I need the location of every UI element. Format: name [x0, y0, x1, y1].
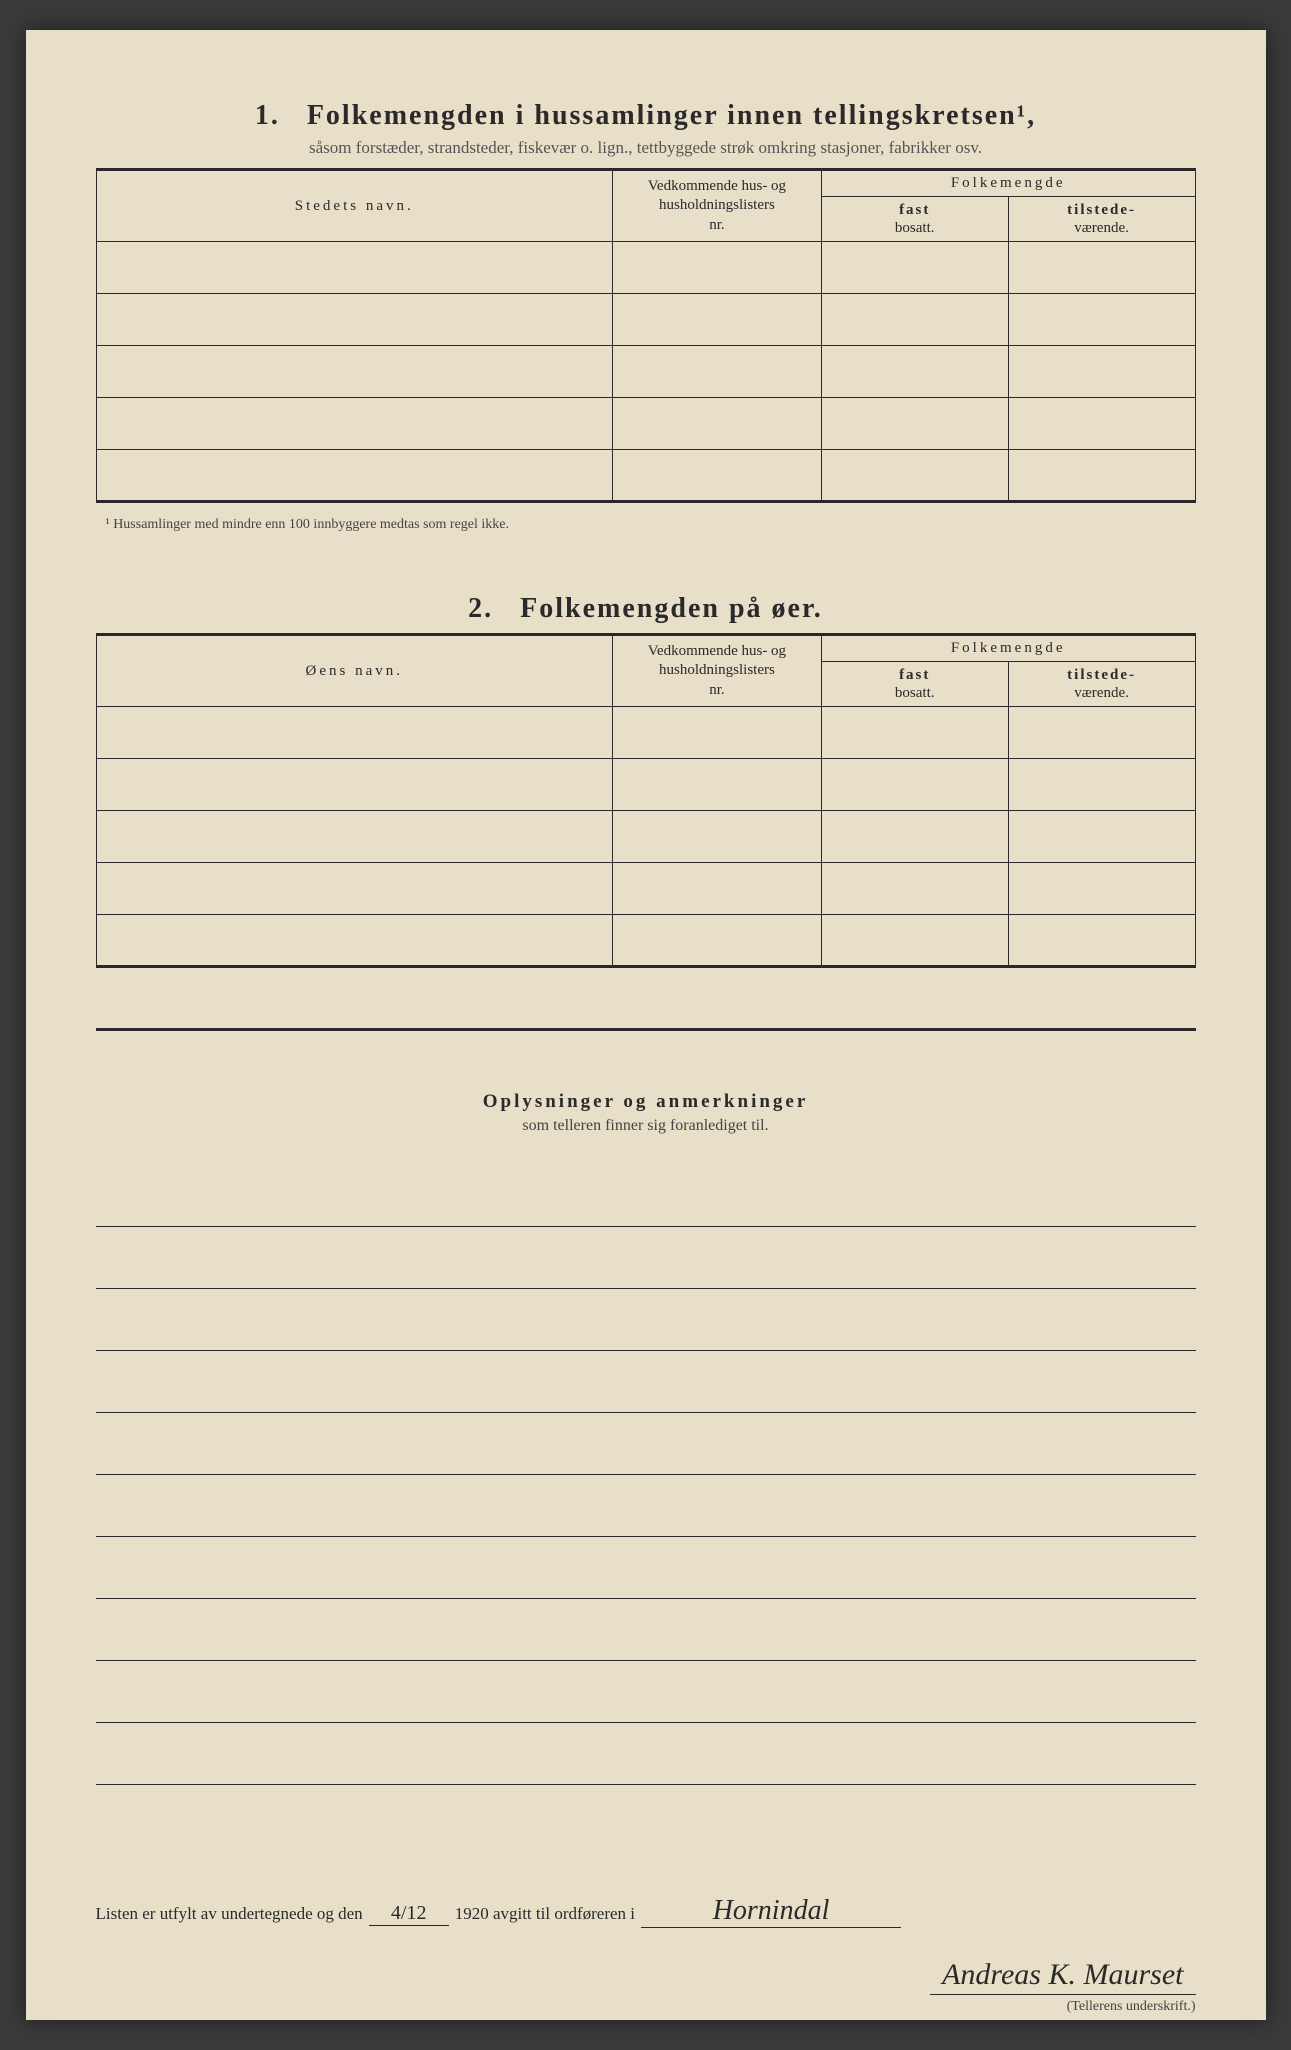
remark-line: [96, 1723, 1196, 1785]
table-cell: [613, 915, 822, 967]
table-cell: [1008, 346, 1195, 398]
oplysninger-heading: Oplysninger og anmerkninger som telleren…: [96, 1091, 1196, 1135]
table-cell: [821, 242, 1008, 294]
remark-lines: [96, 1165, 1196, 1785]
section1-title: 1. Folkemengden i hussamlinger innen tel…: [96, 100, 1196, 132]
table-cell: [1008, 242, 1195, 294]
sub-tilstede: tilstede- værende.: [1008, 197, 1195, 242]
sub-fast: fast bosatt.: [821, 197, 1008, 242]
signature-block: Andreas K. Maurset (Tellerens underskrif…: [96, 1958, 1196, 2015]
table-cell: [613, 398, 822, 450]
table-row: [96, 759, 1195, 811]
col-folkemengde: Folkemengde: [821, 170, 1195, 197]
table-row: [96, 811, 1195, 863]
sub-tilstede2: tilstede- værende.: [1008, 662, 1195, 707]
table-cell: [96, 294, 613, 346]
col-hus: Vedkommende hus- og husholdningslisters …: [613, 170, 822, 242]
section2-number: 2.: [468, 593, 493, 624]
table-cell: [821, 863, 1008, 915]
oplysninger-title: Oplysninger og anmerkninger: [96, 1091, 1196, 1113]
table-row: [96, 863, 1195, 915]
footer-row: Listen er utfylt av undertegnede og den …: [96, 1895, 1196, 1928]
table-cell: [821, 346, 1008, 398]
table-cell: [96, 242, 613, 294]
table-cell: [821, 294, 1008, 346]
table-cell: [821, 450, 1008, 502]
divider: [96, 1028, 1196, 1031]
signature: Andreas K. Maurset: [930, 1958, 1195, 1995]
col-oens-navn: Øens navn.: [96, 635, 613, 707]
table-cell: [1008, 915, 1195, 967]
table-row: [96, 242, 1195, 294]
table-row: [96, 450, 1195, 502]
remark-line: [96, 1537, 1196, 1599]
table-cell: [96, 450, 613, 502]
census-form-page: 1. Folkemengden i hussamlinger innen tel…: [26, 30, 1266, 2020]
remark-line: [96, 1165, 1196, 1227]
table-cell: [96, 863, 613, 915]
table-row: [96, 707, 1195, 759]
remark-line: [96, 1227, 1196, 1289]
table-cell: [613, 346, 822, 398]
remark-line: [96, 1413, 1196, 1475]
section1-subtitle: såsom forstæder, strandsteder, fiskevær …: [96, 138, 1196, 158]
table-cell: [96, 346, 613, 398]
table-cell: [1008, 294, 1195, 346]
oplysninger-subtitle: som telleren finner sig foranlediget til…: [96, 1117, 1196, 1135]
table-row: [96, 915, 1195, 967]
table-cell: [821, 398, 1008, 450]
table-cell: [1008, 863, 1195, 915]
footer-place: Hornindal: [641, 1895, 901, 1928]
table-row: [96, 294, 1195, 346]
table-cell: [821, 811, 1008, 863]
section1-number: 1.: [255, 100, 280, 131]
remark-line: [96, 1351, 1196, 1413]
col-hus2: Vedkommende hus- og husholdningslisters …: [613, 635, 822, 707]
table-cell: [613, 294, 822, 346]
footer-text1: Listen er utfylt av undertegnede og den: [96, 1904, 363, 1924]
table-cell: [96, 915, 613, 967]
remark-line: [96, 1289, 1196, 1351]
table1-body: [96, 242, 1195, 502]
table-cell: [821, 915, 1008, 967]
table-row: [96, 398, 1195, 450]
table-cell: [613, 450, 822, 502]
table-cell: [1008, 759, 1195, 811]
footer-text2: 1920 avgitt til ordføreren i: [455, 1904, 635, 1924]
table-cell: [613, 863, 822, 915]
table-cell: [96, 811, 613, 863]
table-cell: [613, 242, 822, 294]
table-cell: [96, 759, 613, 811]
table-cell: [613, 707, 822, 759]
table-cell: [1008, 707, 1195, 759]
remark-line: [96, 1599, 1196, 1661]
section2-title: 2. Folkemengden på øer.: [96, 593, 1196, 625]
section1-title-text: Folkemengden i hussamlinger innen tellin…: [307, 100, 1036, 131]
table-cell: [96, 398, 613, 450]
table-cell: [821, 759, 1008, 811]
table-cell: [1008, 450, 1195, 502]
signature-label: (Tellerens underskrift.): [96, 1999, 1196, 2015]
col-stedets-navn: Stedets navn.: [96, 170, 613, 242]
table2-body: [96, 707, 1195, 967]
remark-line: [96, 1475, 1196, 1537]
table2: Øens navn. Vedkommende hus- og husholdni…: [96, 633, 1196, 968]
section2-title-text: Folkemengden på øer.: [520, 593, 823, 624]
table-cell: [1008, 811, 1195, 863]
table-cell: [1008, 398, 1195, 450]
footer-date: 4/12: [369, 1902, 449, 1926]
remark-line: [96, 1661, 1196, 1723]
table-row: [96, 346, 1195, 398]
table-cell: [613, 811, 822, 863]
footer: Listen er utfylt av undertegnede og den …: [96, 1895, 1196, 2015]
col-folkemengde2: Folkemengde: [821, 635, 1195, 662]
footnote: ¹ Hussamlinger med mindre enn 100 innbyg…: [106, 517, 1196, 533]
table-cell: [96, 707, 613, 759]
sub-fast2: fast bosatt.: [821, 662, 1008, 707]
table-cell: [821, 707, 1008, 759]
table1: Stedets navn. Vedkommende hus- og hushol…: [96, 168, 1196, 503]
table-cell: [613, 759, 822, 811]
